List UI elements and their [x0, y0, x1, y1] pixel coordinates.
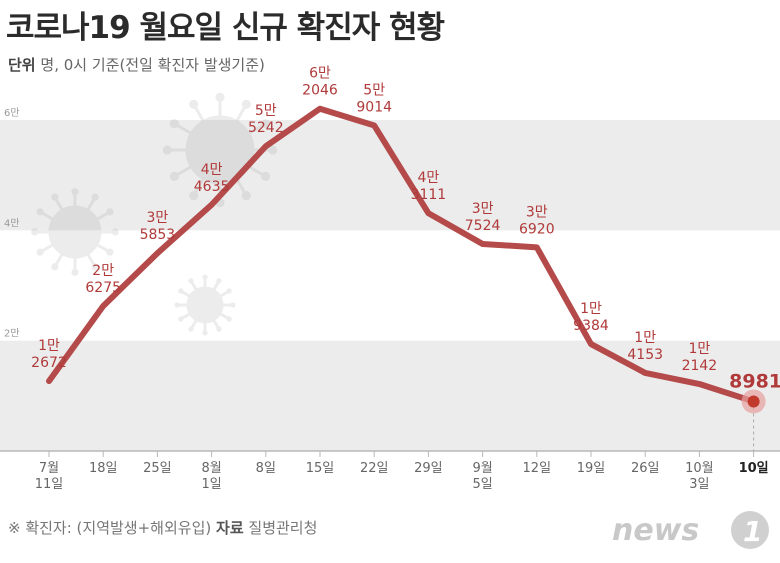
data-label: 2672	[31, 355, 67, 371]
data-label: 6만	[309, 66, 331, 82]
unit-note: 단위 명, 0시 기준(전일 확진자 발생기준)	[8, 54, 265, 75]
logo-text: news	[612, 513, 699, 548]
x-tick-label: 3일	[689, 477, 709, 492]
data-label: 3만	[147, 210, 169, 226]
x-tick-label: 8월	[201, 461, 221, 476]
virus-icon	[174, 274, 236, 336]
y-tick-label: 6만	[4, 107, 20, 119]
data-label: 3만	[472, 201, 494, 217]
data-label: 4만	[418, 170, 440, 186]
x-tick-label: 29일	[414, 461, 443, 476]
x-tick-label: 25일	[143, 461, 172, 476]
data-points	[741, 389, 766, 414]
series-line	[46, 105, 757, 405]
virus-icon	[31, 188, 119, 276]
source-text: 질병관리청	[248, 519, 318, 537]
band-0-20k	[0, 340, 780, 451]
data-label: 2046	[302, 83, 338, 99]
logo-mark: 1	[743, 515, 762, 548]
page-title: 코로나19 월요일 신규 확진자 현황	[6, 10, 445, 46]
final-point	[747, 395, 760, 408]
x-tick-label: 11일	[35, 477, 64, 492]
x-tick-label: 7월	[39, 461, 59, 476]
data-label: 8981	[729, 370, 780, 392]
series-polyline	[46, 105, 757, 405]
x-tick-label: 1일	[201, 477, 221, 492]
x-tick-label: 10일	[739, 461, 769, 476]
y-tick-label: 4만	[4, 217, 20, 229]
data-label: 1만	[580, 301, 602, 317]
background-bands	[0, 120, 780, 451]
virus-icon	[162, 92, 278, 208]
data-label: 9384	[573, 318, 609, 334]
data-label: 5만	[363, 82, 385, 98]
data-label: 3111	[411, 187, 447, 203]
data-label: 4153	[627, 347, 663, 363]
band-40k-60k	[0, 120, 780, 231]
data-label: 4만	[201, 162, 223, 178]
data-label: 3만	[526, 204, 548, 220]
data-label: 4635	[194, 179, 230, 195]
news1-logo-icon: news 1	[612, 511, 769, 549]
data-label: 6920	[519, 221, 555, 237]
source-label: 자료	[216, 519, 244, 537]
data-label: 5242	[248, 120, 284, 136]
x-tick-label: 10월	[685, 461, 714, 476]
data-label: 9014	[356, 99, 392, 115]
data-label: 5853	[140, 227, 176, 243]
data-label: 2만	[92, 263, 114, 279]
x-tick-label: 15일	[306, 461, 335, 476]
unit-text: 명, 0시 기준(전일 확진자 발생기준)	[40, 56, 265, 74]
virus-illustration	[31, 92, 278, 336]
x-tick-label: 19일	[577, 461, 606, 476]
data-label: 1만	[634, 330, 656, 346]
data-label: 5만	[255, 103, 277, 119]
footer-definition: ※ 확진자: (지역발생+해외유입)	[8, 519, 212, 537]
x-tick-label: 5일	[472, 477, 492, 492]
y-tick-label: 2만	[4, 328, 20, 340]
data-label: 2142	[682, 358, 718, 374]
x-tick-label: 8일	[256, 461, 276, 476]
x-tick-label: 22일	[360, 461, 389, 476]
x-tick-label: 9월	[472, 461, 492, 476]
x-tick-label: 12일	[523, 461, 552, 476]
x-tick-label: 18일	[89, 461, 118, 476]
data-label: 7524	[465, 218, 501, 234]
data-label: 6275	[85, 280, 121, 296]
data-label: 1만	[38, 338, 60, 354]
footer-note: ※ 확진자: (지역발생+해외유입) 자료 질병관리청	[8, 517, 317, 538]
y-axis-ticks: 2만 4만 6만	[4, 107, 20, 340]
unit-label: 단위	[8, 56, 36, 74]
x-tick-label: 26일	[631, 461, 660, 476]
data-label: 1만	[689, 341, 711, 357]
